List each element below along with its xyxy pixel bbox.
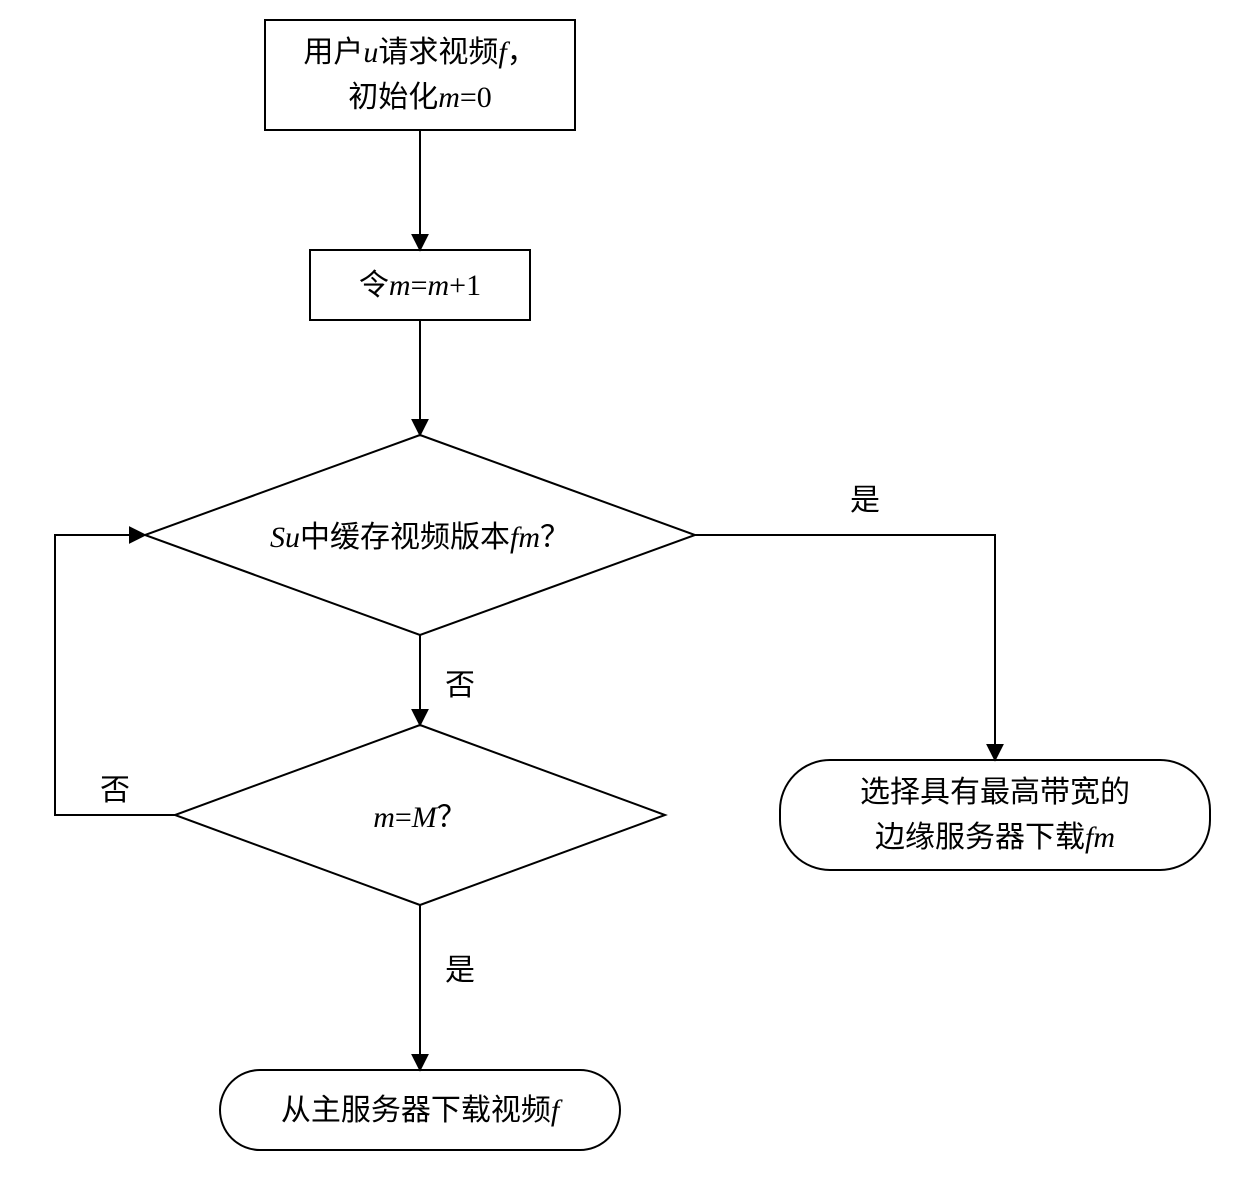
edge-d2-no-label: 否 — [100, 774, 130, 807]
edge-d1-yes — [695, 535, 995, 760]
edge-d2-no — [55, 535, 175, 815]
edge-d1-yes-label: 是 — [850, 484, 880, 517]
node-terminal-main-text: 从主服务器下载视频f — [281, 1094, 563, 1127]
node-inc-text: 令m=m+1 — [359, 269, 481, 302]
node-d1-text: Su中缓存视频版本fm？ — [270, 521, 570, 554]
node-terminal-edge-line2: 边缘服务器下载fm — [875, 821, 1115, 854]
node-d2-text: m=M？ — [373, 801, 467, 834]
edge-d1-no-label: 否 — [445, 669, 475, 702]
node-terminal-edge-line1: 选择具有最高带宽的 — [860, 776, 1130, 809]
node-start-line2: 初始化m=0 — [348, 81, 492, 114]
node-start-line1: 用户u请求视频f， — [303, 36, 536, 69]
edge-d2-yes-label: 是 — [445, 954, 475, 987]
